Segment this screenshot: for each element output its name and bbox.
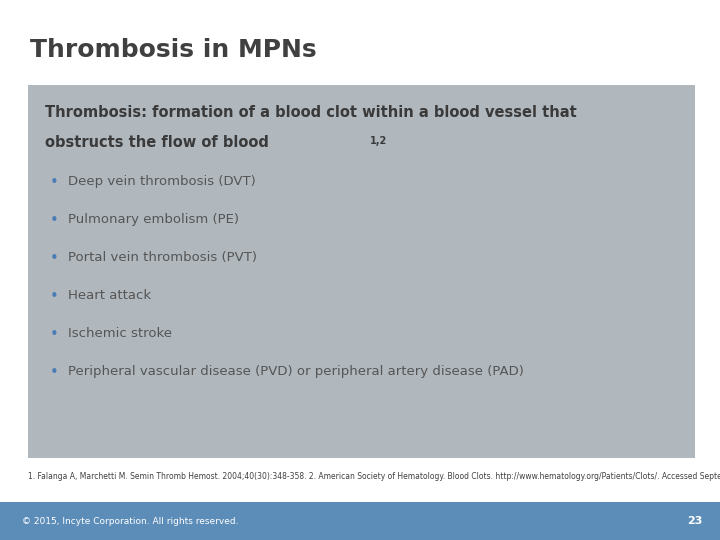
- Text: Pulmonary embolism (PE): Pulmonary embolism (PE): [68, 213, 239, 226]
- Text: •: •: [50, 175, 59, 190]
- Text: Deep vein thrombosis (DVT): Deep vein thrombosis (DVT): [68, 175, 256, 188]
- Text: Thrombosis in MPNs: Thrombosis in MPNs: [30, 38, 317, 62]
- Text: •: •: [50, 365, 59, 380]
- Text: 23: 23: [687, 516, 702, 526]
- Text: •: •: [50, 251, 59, 266]
- Text: obstructs the flow of blood: obstructs the flow of blood: [45, 135, 269, 150]
- Bar: [0, 502, 720, 540]
- Text: •: •: [50, 213, 59, 228]
- Text: 1. Falanga A, Marchetti M. Semin Thromb Hemost. 2004;40(30):348-358. 2. American: 1. Falanga A, Marchetti M. Semin Thromb …: [28, 472, 720, 481]
- Text: Portal vein thrombosis (PVT): Portal vein thrombosis (PVT): [68, 251, 257, 264]
- Text: © 2015, Incyte Corporation. All rights reserved.: © 2015, Incyte Corporation. All rights r…: [22, 516, 238, 525]
- FancyBboxPatch shape: [28, 85, 695, 458]
- Text: •: •: [50, 327, 59, 342]
- Text: Ischemic stroke: Ischemic stroke: [68, 327, 172, 340]
- Text: •: •: [50, 289, 59, 304]
- Text: 1,2: 1,2: [370, 136, 387, 146]
- Text: Thrombosis: formation of a blood clot within a blood vessel that: Thrombosis: formation of a blood clot wi…: [45, 105, 577, 120]
- Text: Heart attack: Heart attack: [68, 289, 151, 302]
- Text: Peripheral vascular disease (PVD) or peripheral artery disease (PAD): Peripheral vascular disease (PVD) or per…: [68, 365, 524, 378]
